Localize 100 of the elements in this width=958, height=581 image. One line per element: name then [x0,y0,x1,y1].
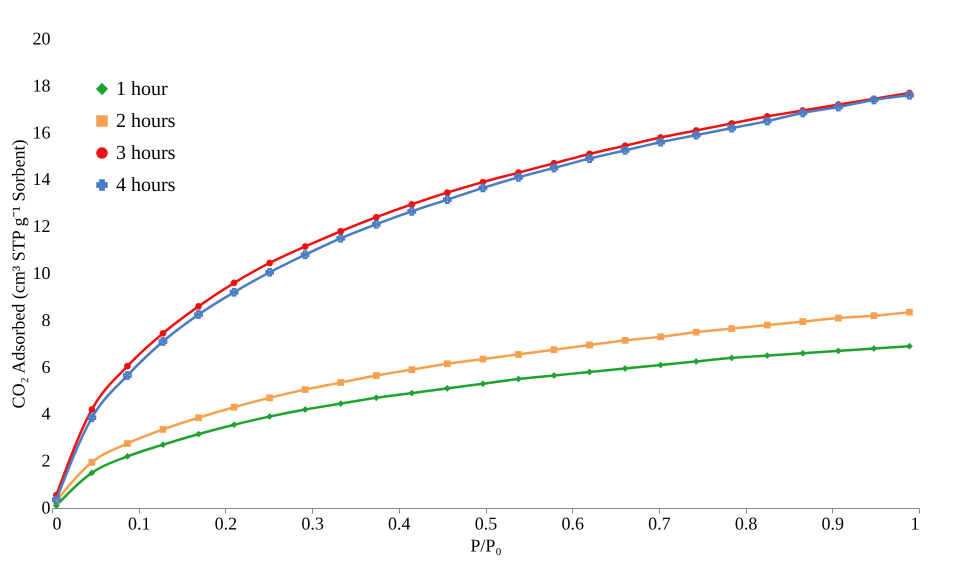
point [337,400,344,407]
x-tick-label: 0.7 [648,514,671,534]
x-tick-label: 0.2 [214,514,238,534]
x-tick-label: 0.5 [474,514,498,534]
x-tick-label: 1 [910,514,920,534]
point [443,195,452,204]
y-tick-label: 20 [32,28,50,48]
point [515,351,522,358]
point [160,441,166,448]
point [906,308,913,316]
point [799,318,806,325]
point [88,406,96,413]
point [835,348,842,354]
point [230,280,238,286]
point [692,130,701,140]
x-tick-label: 0.9 [822,514,844,534]
y-tick-label: 6 [42,356,50,377]
point [158,337,168,346]
point [265,268,274,277]
point [408,390,416,396]
point [195,430,202,438]
point [123,371,132,380]
x-tick-label: 0.4 [388,514,411,534]
point [905,90,914,100]
point [302,386,309,393]
point [337,379,344,386]
point [834,102,843,112]
point [408,366,416,373]
point [444,385,451,392]
y-tick-label: 14 [32,169,50,190]
point [586,368,593,376]
point [407,207,416,216]
legend-label: 4 hours [116,174,176,196]
point [622,336,628,344]
point [656,138,665,147]
point [372,214,380,221]
legend-label: 1 hour [116,78,168,100]
point [692,358,700,365]
point [444,189,451,196]
point [372,220,381,229]
point [550,164,558,172]
x-axis-title: P/P₀ [470,536,502,556]
point [302,406,309,413]
legend-label: 3 hours [116,142,176,164]
point [835,314,842,322]
x-tick-label: 0.8 [734,514,758,534]
point [266,260,273,266]
point [124,362,131,370]
point [194,310,203,319]
point [586,342,593,348]
point [620,146,630,155]
y-tick-label: 8 [42,310,50,330]
point [88,469,96,476]
point [195,414,202,422]
point [799,350,806,357]
point [480,380,486,388]
point [444,360,451,368]
point [230,404,238,411]
point [372,372,380,379]
point [906,342,913,350]
x-tick-label: 0.6 [561,514,584,534]
point [764,322,771,328]
point [480,356,486,362]
point [585,154,594,163]
y-tick-label: 10 [32,263,50,283]
point [550,372,558,379]
point [870,312,878,320]
point [408,200,416,208]
point [88,458,96,466]
point [728,354,736,362]
y-tick-label: 16 [32,122,50,142]
point [515,376,522,382]
x-tick-label: 0.1 [128,514,150,534]
y-tick-label: 2 [42,450,50,471]
point [692,328,700,336]
point [266,394,273,402]
point [266,413,273,420]
point [622,365,628,372]
point [300,250,310,260]
point [230,421,238,428]
point [195,302,202,310]
point [230,288,238,297]
point [478,184,488,192]
point [124,440,131,447]
x-tick-label: 0.3 [301,514,324,534]
point [870,345,878,352]
y-tick-label: 12 [32,216,50,236]
point [88,413,96,422]
point [727,124,736,132]
y-tick-label: 0 [42,498,50,518]
point [337,228,344,235]
point [336,234,346,243]
point [550,346,558,354]
y-tick-label: 18 [32,75,50,96]
point [514,173,523,182]
point [302,243,309,250]
point [657,333,664,340]
point [160,426,166,433]
point [52,495,61,504]
point [372,394,380,402]
